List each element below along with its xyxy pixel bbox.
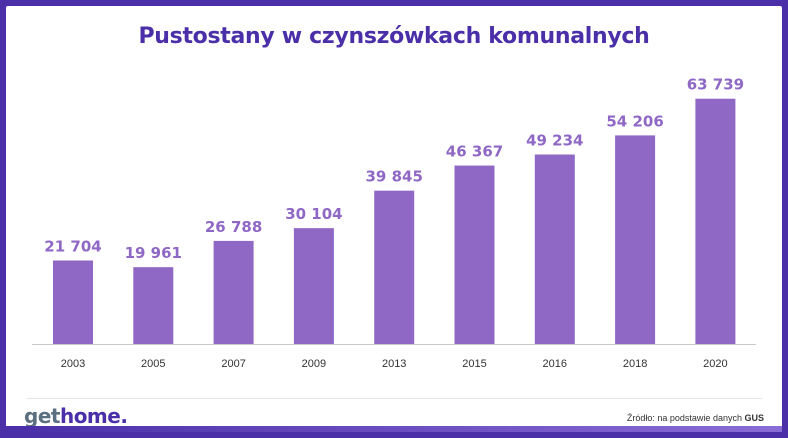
data-label-2007: 26 788 (205, 218, 262, 236)
bar-2005 (133, 267, 174, 344)
bar-2003 (53, 260, 93, 344)
x-tick-label-2018: 2018 (623, 358, 647, 370)
x-tick-label-2015: 2015 (462, 358, 486, 370)
data-label-2003: 21 704 (44, 237, 101, 255)
logo-part-get: get (24, 404, 60, 428)
bar-2020 (695, 98, 736, 345)
source-prefix: Źródło: na podstawie danych (626, 413, 742, 423)
bar-chart: 21 704 2003 19 961 2005 26 788 2007 30 104 2009… (32, 76, 756, 370)
x-tick-label-2016: 2016 (543, 358, 567, 370)
data-label-2018: 54 206 (606, 112, 663, 130)
bar-2013 (374, 190, 415, 344)
x-tick-label-2009: 2009 (302, 358, 326, 370)
source-note: Źródło: na podstawie danych GUS (627, 413, 764, 423)
bar-2018 (615, 135, 656, 344)
chart-title: Pustostany w czynszówkach komunalnych (138, 24, 650, 49)
bar-2016 (534, 154, 575, 344)
bottom-accent-band (6, 426, 782, 432)
data-label-2005: 19 961 (125, 244, 182, 262)
x-tick-label-2007: 2007 (221, 358, 245, 370)
logo-part-home: home. (59, 404, 128, 428)
x-tick-label-2020: 2020 (703, 358, 727, 370)
data-label-2015: 46 367 (446, 143, 503, 161)
data-label-2020: 63 739 (687, 76, 744, 94)
source-name: GUS (744, 413, 764, 423)
data-label-2016: 49 234 (526, 132, 583, 150)
x-tick-label-2003: 2003 (61, 358, 85, 370)
x-tick-label-2005: 2005 (141, 358, 165, 370)
x-tick-label-2013: 2013 (382, 358, 406, 370)
gethome-logo: gethome. (24, 404, 128, 428)
bar-2015 (454, 165, 495, 344)
data-label-2013: 39 845 (365, 168, 422, 186)
data-label-2009: 30 104 (285, 205, 342, 223)
chart-card: Pustostany w czynszówkach komunalnych 21… (6, 6, 782, 432)
bar-2009 (293, 228, 334, 344)
footer-divider (26, 398, 762, 399)
bar-2007 (213, 240, 254, 344)
